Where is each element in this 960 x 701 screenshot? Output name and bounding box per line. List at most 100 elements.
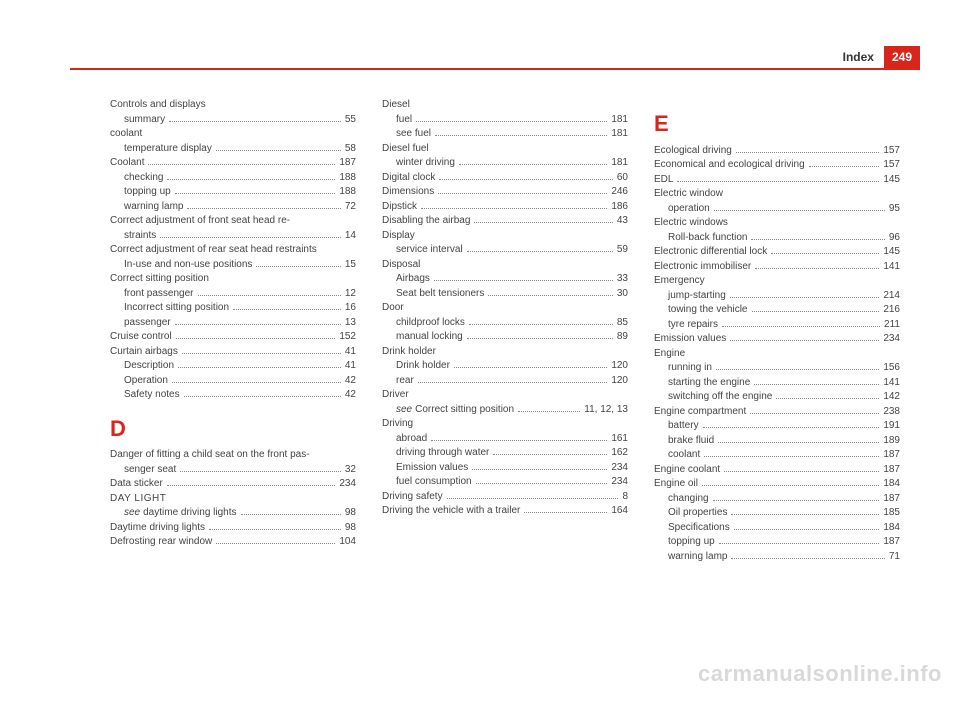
index-entry: Economical and ecological driving157: [654, 158, 900, 173]
index-column-1: Controls and displayssummary55coolanttem…: [110, 98, 356, 564]
index-entry-page: 164: [611, 504, 628, 519]
index-group-title: Driving: [382, 417, 628, 432]
index-subentry: see fuel 181: [382, 127, 628, 142]
index-entry-label: Airbags: [396, 272, 430, 287]
leader-dots: [722, 326, 880, 327]
index-entry: Electronic differential lock145: [654, 245, 900, 260]
index-subentry: topping up187: [654, 535, 900, 550]
index-page: Index 249 Controls and displayssummary55…: [0, 0, 960, 701]
leader-dots: [809, 166, 880, 167]
index-entry-label: summary: [124, 113, 165, 128]
leader-dots: [776, 398, 879, 399]
index-entry-label: battery: [668, 419, 699, 434]
index-entry-page: 42: [345, 374, 356, 389]
index-subentry: Emission values 234: [382, 461, 628, 476]
index-entry-label: Coolant: [110, 156, 144, 171]
index-entry-page: 104: [339, 535, 356, 550]
index-subentry: manual locking89: [382, 330, 628, 345]
index-entry-label: Defrosting rear window: [110, 535, 212, 550]
index-subentry: front passenger12: [110, 287, 356, 302]
index-entry-label: topping up: [668, 535, 715, 550]
see-prefix: see: [396, 403, 412, 418]
index-entry-label: Emission values: [396, 461, 468, 476]
leader-dots: [233, 309, 341, 310]
index-entry-label: rear: [396, 374, 414, 389]
leader-dots: [771, 253, 879, 254]
index-entry-label: warning lamp: [124, 200, 183, 215]
leader-dots: [704, 456, 879, 457]
index-entry-page: 184: [883, 477, 900, 492]
index-entry-label: Dipstick: [382, 200, 417, 215]
leader-dots: [175, 324, 341, 325]
index-subentry: rear120: [382, 374, 628, 389]
index-entry-label: Oil properties: [668, 506, 727, 521]
index-group-title: Controls and displays: [110, 98, 356, 113]
index-entry-page: 60: [617, 171, 628, 186]
header-right: Index 249: [843, 46, 920, 68]
index-subentry: passenger13: [110, 316, 356, 331]
index-entry-page: 181: [611, 127, 628, 142]
index-entry-label: Seat belt tensioners: [396, 287, 484, 302]
leader-dots: [755, 268, 879, 269]
index-entry-label: Cruise control: [110, 330, 172, 345]
index-subentry: Roll-back function96: [654, 231, 900, 246]
index-subentry: see daytime driving lights98: [110, 506, 356, 521]
index-subentry: jump-starting214: [654, 289, 900, 304]
index-entry-label: running in: [668, 361, 712, 376]
index-group-title: Drink holder: [382, 345, 628, 360]
index-entry: Disabling the airbag 43: [382, 214, 628, 229]
index-entry-label: Curtain airbags: [110, 345, 178, 360]
index-entry: Engine compartment238: [654, 405, 900, 420]
index-entry-page: 191: [883, 419, 900, 434]
index-entry-page: 234: [611, 461, 628, 476]
index-entry-label: manual locking: [396, 330, 463, 345]
index-entry: Digital clock60: [382, 171, 628, 186]
index-entry: Danger of fitting a child seat on the fr…: [110, 448, 356, 463]
index-subentry: switching off the engine142: [654, 390, 900, 405]
index-entry-label: straints: [124, 229, 156, 244]
index-entry-page: 234: [883, 332, 900, 347]
leader-dots: [148, 164, 335, 165]
leader-dots: [160, 237, 341, 238]
index-entry-label: see fuel: [396, 127, 431, 142]
index-entry: Engine oil 184: [654, 477, 900, 492]
index-entry-label: Disabling the airbag: [382, 214, 470, 229]
index-entry-page: 43: [617, 214, 628, 229]
index-subentry: Description41: [110, 359, 356, 374]
index-entry-page: 162: [611, 446, 628, 461]
index-entry-label: Engine oil: [654, 477, 698, 492]
leader-dots: [677, 181, 879, 182]
index-entry-page: 181: [611, 113, 628, 128]
index-entry: Coolant187: [110, 156, 356, 171]
index-entry-label: Danger of fitting a child seat on the fr…: [110, 448, 310, 463]
index-entry-page: 238: [883, 405, 900, 420]
index-entry-page: 8: [622, 490, 628, 505]
index-subentry: coolant187: [654, 448, 900, 463]
leader-dots: [167, 485, 336, 486]
index-entry-label: jump-starting: [668, 289, 726, 304]
index-entry: Daytime driving lights98: [110, 521, 356, 536]
index-entry-label: Dimensions: [382, 185, 434, 200]
index-entry: Driving the vehicle with a trailer164: [382, 504, 628, 519]
index-entry-page: 16: [345, 301, 356, 316]
index-entry-label: towing the vehicle: [668, 303, 748, 318]
index-group-title: Diesel: [382, 98, 628, 113]
leader-dots: [474, 222, 612, 223]
index-entry-page: 98: [345, 521, 356, 536]
leader-dots: [736, 152, 879, 153]
leader-dots: [731, 558, 884, 559]
leader-dots: [716, 369, 879, 370]
index-subentry: Incorrect sitting position16: [110, 301, 356, 316]
leader-dots: [187, 208, 340, 209]
leader-dots: [469, 324, 613, 325]
index-entry-label: Safety notes: [124, 388, 180, 403]
index-entry-page: 41: [345, 345, 356, 360]
index-entry-label: tyre repairs: [668, 318, 718, 333]
index-group-title: Electric windows: [654, 216, 900, 231]
index-entry-label: topping up: [124, 185, 171, 200]
index-entry-page: 14: [345, 229, 356, 244]
index-subentry: starting the engine141: [654, 376, 900, 391]
leader-dots: [750, 413, 879, 414]
index-entry-label: EDL: [654, 173, 673, 188]
index-group-title: Correct adjustment of rear seat head res…: [110, 243, 356, 258]
